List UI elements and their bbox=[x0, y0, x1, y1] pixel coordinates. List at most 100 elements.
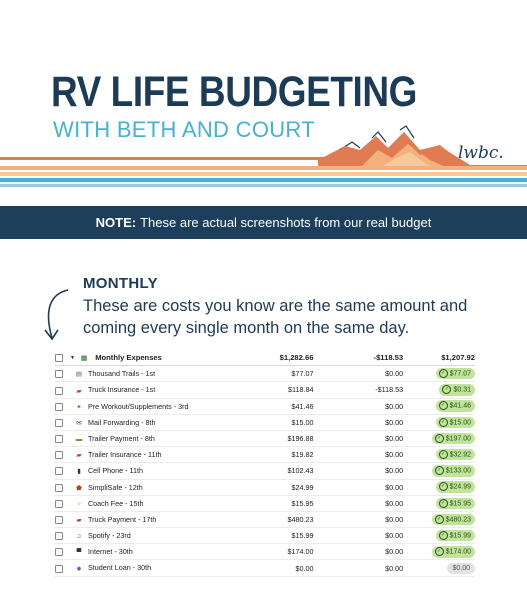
row-checkbox[interactable] bbox=[55, 564, 63, 573]
shield-icon: ⬟ bbox=[76, 484, 82, 492]
row-checkbox[interactable] bbox=[55, 418, 63, 427]
money-icon: ▤ bbox=[75, 371, 83, 379]
check-circle-icon: ✓ bbox=[434, 547, 444, 557]
supplement-icon: ✦ bbox=[76, 403, 82, 411]
row-checkbox[interactable] bbox=[55, 370, 63, 379]
category-row[interactable]: ▤ Thousand Trails - 1st $77.07 $0.00 ✓ $77.07 bbox=[55, 365, 475, 383]
budget-table: ▼ ▤ Monthly Expenses $1,282.66 -$118.53 … bbox=[55, 350, 475, 577]
row-checkbox[interactable] bbox=[55, 499, 63, 508]
budgeted-amount[interactable]: $102.43 bbox=[233, 462, 314, 480]
row-checkbox[interactable] bbox=[55, 532, 63, 541]
available-pill[interactable]: ✓ $0.31 bbox=[439, 384, 475, 396]
section-title: MONTHLY bbox=[83, 275, 158, 292]
group-checkbox[interactable] bbox=[55, 354, 63, 363]
signature-logo: lwbc. bbox=[458, 143, 504, 163]
group-activity: -$118.53 bbox=[313, 350, 404, 367]
category-label: Truck Payment - 17th bbox=[87, 514, 157, 524]
activity-amount: $0.00 bbox=[313, 543, 404, 561]
check-circle-icon: ✓ bbox=[442, 385, 452, 395]
check-circle-icon: ✓ bbox=[434, 433, 444, 443]
category-row[interactable]: ▰ Truck Insurance - 1st $118.84 -$118.53 ✓ $0… bbox=[55, 381, 475, 399]
budgeted-amount[interactable]: $15.00 bbox=[233, 414, 314, 431]
category-label: Thousand Trails - 1st bbox=[87, 369, 156, 379]
group-label: Monthly Expenses bbox=[95, 353, 162, 363]
check-circle-icon: ✓ bbox=[438, 369, 448, 379]
check-circle-icon: ✓ bbox=[438, 450, 448, 460]
budgeted-amount[interactable]: $77.07 bbox=[233, 365, 314, 383]
available-pill[interactable]: ✓ $77.07 bbox=[435, 368, 475, 380]
row-checkbox[interactable] bbox=[55, 435, 63, 444]
row-checkbox[interactable] bbox=[55, 483, 63, 492]
available-pill[interactable]: ✓ $15.99 bbox=[435, 529, 475, 542]
row-checkbox[interactable] bbox=[55, 451, 63, 460]
row-checkbox[interactable] bbox=[55, 386, 63, 395]
activity-amount: $0.00 bbox=[313, 398, 404, 415]
check-circle-icon: ✓ bbox=[438, 417, 448, 427]
ribbon-icon: ✧ bbox=[76, 500, 82, 508]
check-circle-icon: ✓ bbox=[434, 466, 444, 476]
activity-amount: $0.00 bbox=[313, 462, 404, 480]
category-label: Coach Fee - 15th bbox=[87, 498, 144, 508]
category-group-row[interactable]: ▼ ▤ Monthly Expenses $1,282.66 -$118.53 … bbox=[55, 350, 475, 367]
check-circle-icon: ✓ bbox=[438, 482, 448, 492]
category-row[interactable]: ▮ Cell Phone - 11th $102.43 $0.00 ✓ $133.00 bbox=[55, 462, 475, 480]
available-amount: $0.31 bbox=[453, 386, 471, 394]
row-checkbox[interactable] bbox=[55, 467, 63, 476]
activity-amount: $0.00 bbox=[313, 414, 404, 431]
budgeted-amount[interactable]: $19.82 bbox=[233, 446, 314, 464]
available-pill[interactable]: ✓ $15.95 bbox=[435, 497, 475, 509]
row-checkbox[interactable] bbox=[55, 548, 63, 557]
row-checkbox[interactable] bbox=[55, 402, 63, 411]
category-row[interactable]: ▰ Truck Payment - 17th $480.23 $0.00 ✓ $480.2… bbox=[55, 511, 475, 529]
budgeted-amount[interactable]: $15.95 bbox=[233, 495, 314, 512]
budgeted-amount[interactable]: $15.99 bbox=[233, 527, 314, 545]
activity-amount: $0.00 bbox=[313, 365, 404, 383]
activity-amount: $0.00 bbox=[313, 559, 404, 577]
category-row[interactable]: ▀ Internet - 30th $174.00 $0.00 ✓ $174.00 bbox=[55, 543, 475, 561]
row-checkbox[interactable] bbox=[55, 516, 63, 525]
category-row[interactable]: ✉ Mail Forwarding - 8th $15.00 $0.00 ✓ $15.00 bbox=[55, 414, 475, 431]
section-description: These are costs you know are the same am… bbox=[83, 297, 468, 337]
collapse-triangle-icon[interactable]: ▼ bbox=[69, 355, 75, 362]
money-icon: ▤ bbox=[80, 355, 88, 363]
available-pill[interactable]: ✓ $174.00 bbox=[431, 546, 475, 558]
computer-icon: ▀ bbox=[76, 548, 82, 556]
budgeted-amount[interactable]: $196.88 bbox=[233, 430, 314, 448]
category-row[interactable]: ✧ Coach Fee - 15th $15.95 $0.00 ✓ $15.95 bbox=[55, 495, 475, 512]
budgeted-amount[interactable]: $174.00 bbox=[233, 543, 314, 561]
category-label: Internet - 30th bbox=[87, 547, 133, 557]
check-circle-icon: ✓ bbox=[434, 514, 444, 524]
budgeted-amount[interactable]: $118.84 bbox=[233, 381, 314, 399]
curved-arrow-icon bbox=[44, 289, 69, 341]
check-circle-icon: ✓ bbox=[438, 498, 448, 508]
trailer-icon: ▬ bbox=[75, 435, 83, 443]
available-amount: $77.07 bbox=[449, 370, 471, 378]
available-pill[interactable]: ✓ $197.00 bbox=[431, 432, 475, 445]
budgeted-amount[interactable]: $0.00 bbox=[233, 559, 314, 577]
available-amount: $0.00 bbox=[452, 564, 470, 572]
category-row[interactable]: ✦ Pre Workout/Supplements - 3rd $41.46 $0.0… bbox=[55, 398, 475, 415]
graduation-icon: ✹ bbox=[76, 565, 82, 573]
available-pill[interactable]: ✓ $24.99 bbox=[435, 481, 475, 493]
available-pill[interactable]: $0.00 bbox=[447, 562, 475, 574]
activity-amount: $0.00 bbox=[313, 430, 404, 448]
group-budgeted[interactable]: $1,282.66 bbox=[233, 350, 314, 367]
available-pill[interactable]: ✓ $41.46 bbox=[435, 400, 475, 412]
available-pill[interactable]: ✓ $480.23 bbox=[431, 513, 475, 526]
activity-amount: $0.00 bbox=[313, 479, 404, 496]
group-available: $1,207.92 bbox=[403, 350, 475, 367]
budgeted-amount[interactable]: $24.99 bbox=[233, 479, 314, 496]
available-pill[interactable]: ✓ $133.00 bbox=[431, 465, 475, 477]
available-amount: $15.99 bbox=[449, 532, 471, 540]
category-row[interactable]: ♫ Spotify - 23rd $15.99 $0.00 ✓ $15.99 bbox=[55, 527, 475, 545]
category-row[interactable]: ⬟ SimpliSafe - 12th $24.99 $0.00 ✓ $24.99 bbox=[55, 479, 475, 496]
category-row[interactable]: ▬ Trailer Payment - 8th $196.88 $0.00 ✓ $197.… bbox=[55, 430, 475, 448]
music-icon: ♫ bbox=[76, 532, 82, 540]
category-row[interactable]: ✹ Student Loan - 30th $0.00 $0.00 $0.00 bbox=[55, 559, 475, 577]
available-pill[interactable]: ✓ $15.00 bbox=[435, 416, 475, 429]
budgeted-amount[interactable]: $480.23 bbox=[233, 511, 314, 529]
category-row[interactable]: ▰ Trailer Insurance - 11th $19.82 $0.00 ✓ $32… bbox=[55, 446, 475, 464]
category-label: Student Loan - 30th bbox=[87, 563, 152, 573]
budgeted-amount[interactable]: $41.46 bbox=[233, 398, 314, 415]
available-pill[interactable]: ✓ $32.92 bbox=[435, 449, 475, 461]
